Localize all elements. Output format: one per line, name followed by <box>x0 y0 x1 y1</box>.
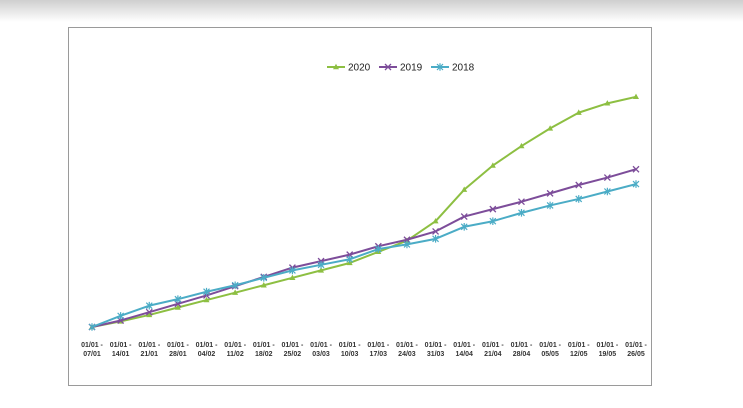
legend-marker <box>436 63 444 71</box>
data-point-2019-15 <box>518 198 525 206</box>
legend-label: 2020 <box>348 63 371 74</box>
series-2020 <box>89 93 639 330</box>
data-point-2020-19 <box>633 93 639 100</box>
x-tick-label: 01/01 -28/04 <box>511 342 533 358</box>
data-point-2019-13 <box>460 213 468 221</box>
data-point-2018-12 <box>432 235 440 243</box>
chart-frame: 2020 2019 2018 01/01 -07/01 01/01 -14/01 01/… <box>68 27 652 386</box>
series-layer <box>88 93 640 331</box>
x-tick-label: 01/01 -03/03 <box>310 342 332 358</box>
legend-marker <box>384 63 392 71</box>
data-point-2020-4 <box>203 296 210 303</box>
data-point-2020-12 <box>432 218 439 224</box>
data-point-2018-0 <box>88 323 96 331</box>
data-point-2018-3 <box>174 295 182 303</box>
x-tick-label: 01/01 -25/02 <box>282 342 304 358</box>
data-point-2019-16 <box>546 189 554 197</box>
data-point-2018-6 <box>260 274 268 282</box>
data-point-2018-15 <box>518 209 525 217</box>
x-tick-label: 01/01 -14/01 <box>110 342 132 358</box>
legend-label: 2018 <box>452 63 475 74</box>
data-point-2019-12 <box>432 227 440 235</box>
series-2019 <box>88 165 640 331</box>
x-tick-label: 01/01 -24/03 <box>396 342 418 358</box>
data-point-2018-17 <box>575 195 583 203</box>
x-tick-label: 01/01 -11/02 <box>224 342 246 358</box>
data-point-2019-18 <box>603 174 611 182</box>
data-point-2018-4 <box>203 287 210 296</box>
data-point-2020-14 <box>489 162 496 168</box>
legend-label: 2019 <box>400 63 423 74</box>
data-point-2018-14 <box>489 217 497 226</box>
x-tick-label: 01/01 -12/05 <box>568 342 590 358</box>
data-point-2019-2 <box>145 308 153 316</box>
data-point-2018-2 <box>145 301 153 310</box>
data-point-2018-16 <box>546 201 554 210</box>
data-point-2018-19 <box>632 180 640 188</box>
data-point-2018-8 <box>317 261 325 269</box>
data-point-2018-7 <box>288 266 296 275</box>
data-point-2020-5 <box>232 289 239 295</box>
legend-item-2019: 2019 <box>379 63 423 74</box>
legend-marker <box>333 63 339 70</box>
data-point-2020-3 <box>174 304 181 310</box>
data-point-2020-18 <box>604 100 611 106</box>
x-tick-label: 01/01 -04/02 <box>196 342 218 358</box>
series-line-2020 <box>91 95 637 328</box>
data-point-2020-15 <box>518 142 525 149</box>
data-point-2020-8 <box>318 267 325 273</box>
x-tick-label: 01/01 -31/03 <box>425 342 447 358</box>
x-tick-label: 01/01 -14/04 <box>453 342 475 358</box>
data-point-2020-7 <box>289 274 296 281</box>
series-line-2019 <box>91 168 637 328</box>
data-point-2020-17 <box>575 109 582 115</box>
data-point-2020-16 <box>547 125 554 131</box>
x-tick-label: 01/01 -28/01 <box>167 342 189 358</box>
data-point-2018-5 <box>231 281 239 290</box>
x-tick-label: 01/01 -10/03 <box>339 342 361 358</box>
series-2018 <box>88 180 640 331</box>
chart-legend: 2020 2019 2018 <box>327 63 475 74</box>
x-tick-label: 01/01 -17/03 <box>367 342 389 358</box>
x-tick-label: 01/01 -21/01 <box>138 342 160 358</box>
x-tick-label: 01/01 -18/02 <box>253 342 275 358</box>
legend-item-2018: 2018 <box>431 63 475 74</box>
data-point-2020-13 <box>461 186 468 192</box>
x-tick-label: 01/01 -26/05 <box>625 342 647 358</box>
x-axis: 01/01 -07/01 01/01 -14/01 01/01 -21/01 01/0… <box>81 342 647 358</box>
data-point-2019-17 <box>575 181 583 189</box>
data-point-2020-6 <box>260 282 267 288</box>
data-point-2018-13 <box>460 222 468 231</box>
data-point-2018-10 <box>374 245 382 253</box>
legend-item-2020: 2020 <box>327 63 371 74</box>
x-tick-label: 01/01 -07/01 <box>81 342 103 358</box>
data-point-2018-18 <box>603 187 611 196</box>
data-point-2018-9 <box>346 255 354 264</box>
window-top-shadow <box>0 0 743 22</box>
x-tick-label: 01/01 -19/05 <box>596 342 618 358</box>
x-tick-label: 01/01 -05/05 <box>539 342 561 358</box>
data-point-2019-19 <box>632 165 640 173</box>
data-point-2020-2 <box>146 311 153 318</box>
data-point-2019-14 <box>489 205 497 213</box>
x-tick-label: 01/01 -21/04 <box>482 342 504 358</box>
data-point-2018-11 <box>403 240 411 249</box>
data-point-2018-1 <box>117 312 125 320</box>
series-line-2018 <box>91 183 637 328</box>
